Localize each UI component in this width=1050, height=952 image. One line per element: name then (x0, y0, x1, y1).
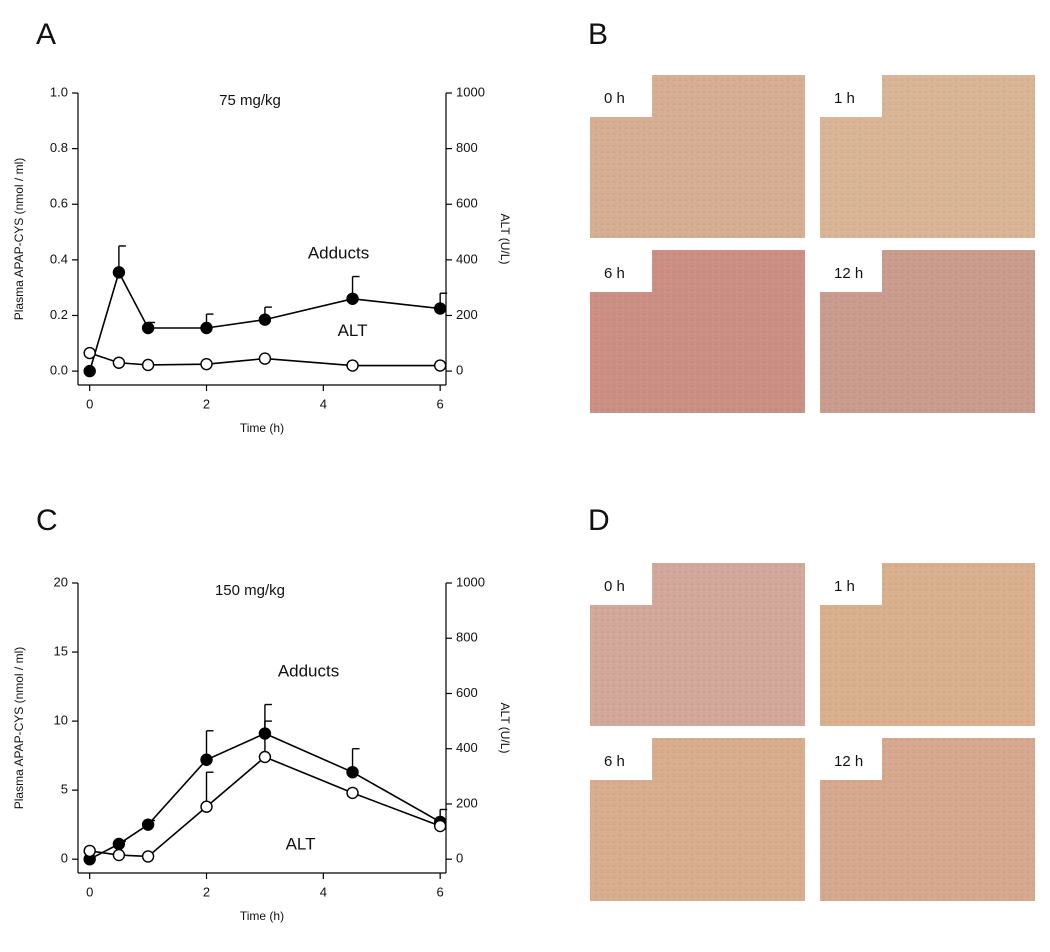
data-point (433, 302, 447, 315)
data-point (112, 837, 126, 851)
data-point (112, 848, 126, 862)
y-axis-label: Plasma APAP-CYS (nmol / ml) (12, 647, 26, 809)
y2-tick-label: 1000 (456, 574, 485, 589)
label-box (590, 250, 652, 292)
y2-tick-label: 600 (456, 196, 478, 211)
label-box (820, 563, 882, 605)
data-point (346, 292, 359, 305)
micrograph-label: 1 h (834, 578, 855, 595)
y-tick-label: 1.0 (50, 84, 68, 99)
y2-axis-label: ALT (U/L) (498, 703, 512, 754)
y-tick-label: 0 (61, 851, 68, 866)
x-tick-label: 6 (437, 396, 444, 411)
y2-tick-label: 0 (456, 851, 463, 866)
y2-tick-label: 400 (456, 251, 478, 266)
data-point (200, 753, 213, 766)
data-point (112, 356, 126, 369)
label-box (820, 250, 882, 292)
data-point (83, 844, 96, 858)
label-box (820, 738, 882, 780)
x-tick-label: 4 (320, 396, 327, 411)
data-point (346, 765, 359, 779)
y-tick-label: 0.2 (50, 307, 68, 322)
data-point (141, 358, 155, 372)
y2-axis-label: ALT (U/L) (498, 214, 512, 265)
series-label: Adducts (278, 662, 339, 681)
data-point (346, 786, 359, 800)
y2-tick-label: 400 (456, 740, 478, 755)
data-point (200, 321, 213, 335)
data-point (346, 359, 359, 372)
y2-tick-label: 200 (456, 795, 478, 810)
data-point (258, 313, 272, 326)
x-tick-label: 2 (203, 396, 210, 411)
y-tick-label: 20 (54, 574, 68, 589)
micrograph-label: 6 h (604, 265, 625, 282)
data-point (433, 359, 447, 372)
data-point (200, 357, 213, 371)
label-box (590, 563, 652, 605)
series-line (89, 756, 441, 858)
y-tick-label: 0.8 (50, 140, 68, 155)
y-tick-label: 10 (54, 713, 68, 728)
series-label: ALT (286, 834, 316, 853)
x-axis-label: Time (h) (240, 421, 284, 435)
y2-tick-label: 600 (456, 685, 478, 700)
y-tick-label: 5 (61, 782, 68, 797)
series-label: Adducts (308, 243, 369, 262)
y2-tick-label: 800 (456, 140, 478, 155)
micrograph-label: 6 h (604, 753, 625, 770)
x-tick-label: 2 (203, 884, 210, 899)
data-point (83, 364, 96, 378)
y2-tick-label: 1000 (456, 84, 485, 99)
micrograph-label: 1 h (834, 90, 855, 107)
y-axis-label: Plasma APAP-CYS (nmol / ml) (12, 158, 26, 320)
chart-title: 150 mg/kg (215, 582, 285, 599)
chart-title: 75 mg/kg (219, 92, 281, 109)
micrograph-label: 0 h (604, 578, 625, 595)
y2-tick-label: 0 (456, 363, 463, 378)
data-point (258, 352, 272, 365)
micrograph-label: 0 h (604, 90, 625, 107)
panel-label: C (36, 504, 58, 537)
x-axis-label: Time (h) (240, 909, 284, 923)
y2-tick-label: 800 (456, 630, 478, 645)
y-tick-label: 0.4 (50, 251, 68, 266)
data-point (112, 266, 126, 279)
y-tick-label: 0.0 (50, 363, 68, 378)
series-label: ALT (338, 321, 368, 340)
micrograph-label: 12 h (834, 265, 863, 282)
x-tick-label: 0 (86, 396, 93, 411)
x-tick-label: 6 (437, 884, 444, 899)
x-tick-label: 4 (320, 884, 327, 899)
panel-label: B (588, 18, 608, 51)
label-box (820, 75, 882, 117)
panel-label: D (588, 504, 610, 537)
data-point (258, 750, 272, 764)
micrograph-label: 12 h (834, 753, 863, 770)
label-box (590, 738, 652, 780)
label-box (590, 75, 652, 117)
y-tick-label: 15 (54, 643, 68, 658)
data-point (83, 346, 96, 360)
data-point (433, 819, 447, 833)
data-point (141, 850, 155, 863)
panel-label: A (36, 18, 56, 51)
y-tick-label: 0.6 (50, 196, 68, 211)
data-point (141, 818, 155, 831)
x-tick-label: 0 (86, 884, 93, 899)
data-point (200, 800, 213, 813)
y2-tick-label: 200 (456, 307, 478, 322)
data-point (141, 321, 155, 335)
